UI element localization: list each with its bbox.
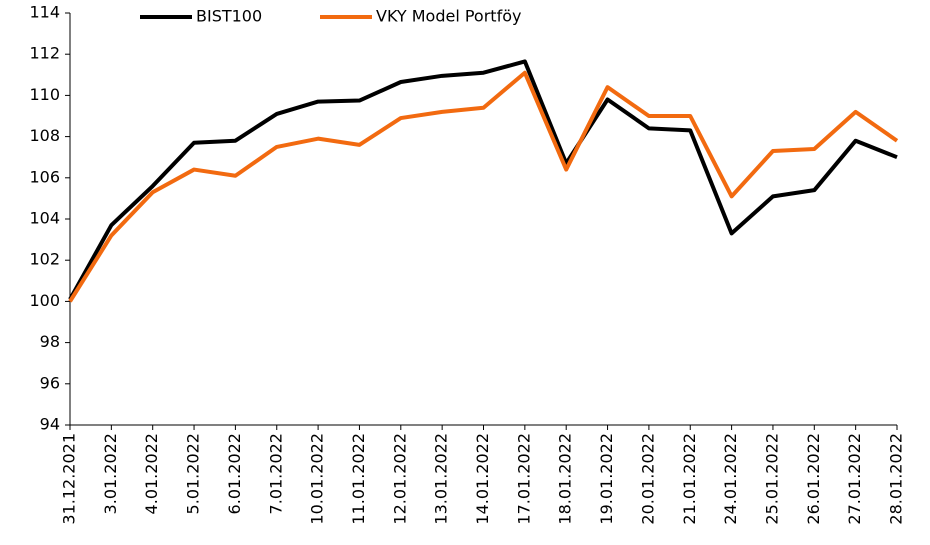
- x-tick-label: 18.01.2022: [556, 433, 575, 525]
- y-tick-label: 108: [29, 126, 60, 145]
- x-tick-label: 12.01.2022: [390, 433, 409, 525]
- x-tick-label: 3.01.2022: [101, 433, 120, 514]
- x-tick-label: 19.01.2022: [597, 433, 616, 525]
- x-tick-label: 28.01.2022: [887, 433, 906, 525]
- x-tick-label: 31.12.2021: [60, 433, 79, 525]
- x-tick-label: 13.01.2022: [432, 433, 451, 525]
- x-tick-label: 6.01.2022: [225, 433, 244, 514]
- x-tick-label: 21.01.2022: [680, 433, 699, 525]
- x-tick-label: 10.01.2022: [308, 433, 327, 525]
- x-tick-label: 26.01.2022: [804, 433, 823, 525]
- y-tick-label: 98: [40, 332, 60, 351]
- x-tick-label: 20.01.2022: [638, 433, 657, 525]
- y-tick-label: 94: [40, 415, 60, 434]
- x-tick-label: 7.01.2022: [266, 433, 285, 514]
- x-tick-label: 25.01.2022: [762, 433, 781, 525]
- x-tick-label: 27.01.2022: [845, 433, 864, 525]
- y-tick-label: 100: [29, 291, 60, 310]
- line-series: [68, 70, 899, 303]
- x-tick-label: 11.01.2022: [349, 433, 368, 525]
- y-tick-label: 104: [29, 209, 60, 228]
- y-tick-label: 114: [29, 3, 60, 22]
- x-tick-label: 14.01.2022: [473, 433, 492, 525]
- y-tick-label: 112: [29, 44, 60, 63]
- x-tick-label: 24.01.2022: [721, 433, 740, 525]
- x-tick-label: 17.01.2022: [514, 433, 533, 525]
- y-tick-label: 96: [40, 373, 60, 392]
- y-tick-label: 110: [29, 85, 60, 104]
- y-tick-label: 102: [29, 250, 60, 269]
- legend-label: BIST100: [196, 7, 262, 26]
- x-tick-label: 5.01.2022: [184, 433, 203, 514]
- x-tick-label: 4.01.2022: [142, 433, 161, 514]
- y-tick-label: 106: [29, 167, 60, 186]
- line-series: [68, 59, 898, 301]
- legend-label: VKY Model Portföy: [376, 7, 521, 26]
